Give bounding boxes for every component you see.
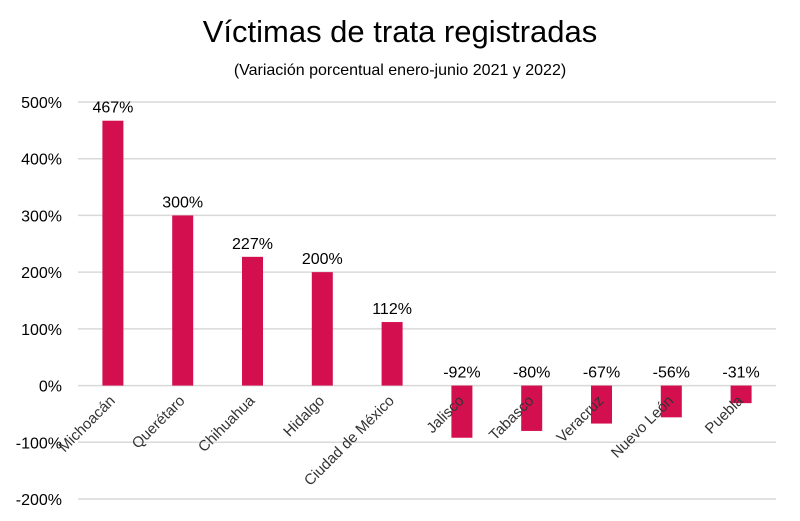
category-label: Michoacán: [55, 392, 118, 455]
y-tick-label: 400%: [21, 152, 62, 169]
data-label: -31%: [722, 365, 759, 382]
y-tick-label: -200%: [16, 492, 62, 509]
category-label: Hidalgo: [280, 392, 328, 440]
bar: [660, 385, 682, 418]
data-label: -56%: [653, 365, 690, 382]
y-tick-label: -100%: [16, 435, 62, 452]
data-label: 467%: [92, 100, 133, 117]
data-label: 227%: [232, 236, 273, 253]
bar: [242, 256, 263, 386]
chart-subtitle: (Variación porcentual enero-junio 2021 y…: [233, 62, 567, 79]
category-label: Puebla: [702, 392, 748, 438]
bar: [311, 272, 333, 386]
category-label: Nuevo León: [608, 392, 677, 461]
y-tick-label: 300%: [21, 208, 62, 225]
data-label: -67%: [583, 365, 620, 382]
bar: [381, 322, 403, 386]
bar: [591, 385, 612, 424]
y-tick-label: 500%: [21, 95, 62, 112]
y-tick-label: 200%: [21, 265, 62, 282]
chart-title: Víctimas de trata registradas: [202, 14, 598, 49]
data-label: 112%: [372, 301, 412, 318]
bar: [451, 385, 473, 438]
bar: [172, 215, 194, 386]
category-label: Chihuahua: [195, 392, 259, 456]
data-label: -80%: [513, 365, 550, 382]
data-label: 200%: [302, 251, 343, 268]
bar: [730, 385, 752, 404]
y-tick-label: 100%: [21, 322, 62, 339]
category-label: Querétaro: [129, 392, 189, 452]
bar: [102, 120, 124, 386]
data-label: -92%: [443, 365, 480, 382]
bar: [521, 385, 543, 431]
data-label: 300%: [162, 194, 203, 211]
y-tick-label: 0%: [39, 379, 62, 396]
